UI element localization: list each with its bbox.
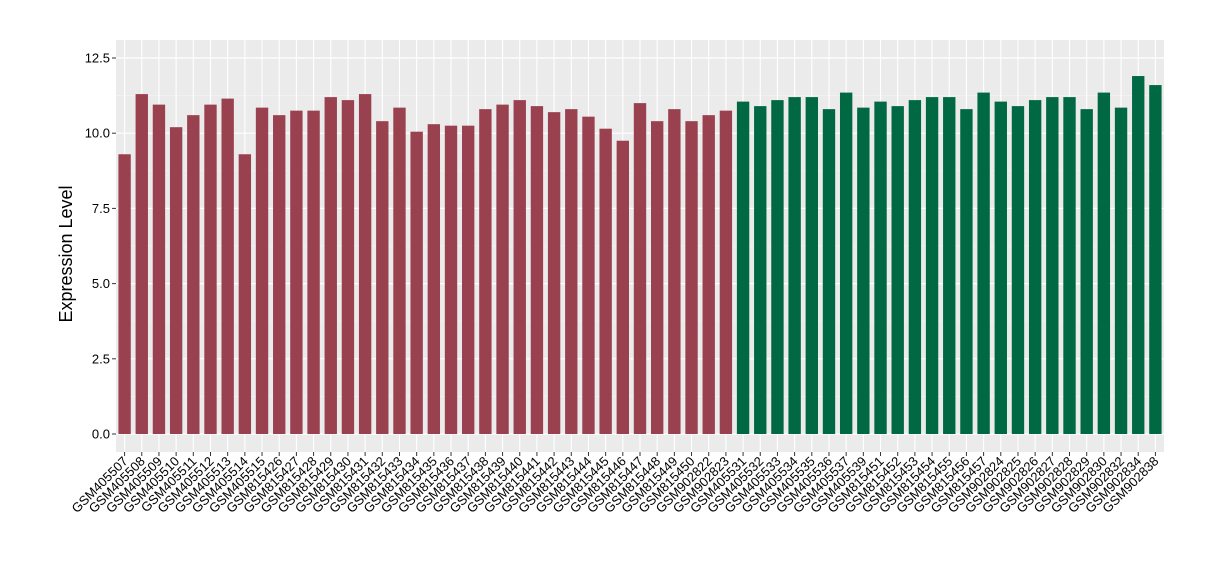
bar-GSM405509 [152, 104, 166, 435]
bar-GSM405535 [805, 97, 818, 434]
bar-GSM815429 [324, 97, 337, 434]
bar-GSM405511 [187, 115, 200, 434]
bar-GSM815432 [376, 121, 389, 434]
y-tick-label: 7.5 [92, 201, 110, 216]
bars [118, 76, 1162, 435]
bar-GSM815446 [616, 140, 630, 434]
bar-GSM815428 [307, 110, 320, 434]
bar-GSM405515 [255, 107, 269, 434]
y-tick-label: 0.0 [92, 427, 110, 442]
bar-GSM815439 [496, 104, 509, 435]
bar-GSM405514 [238, 154, 252, 435]
bar-GSM405507 [118, 154, 131, 435]
bar-GSM902824 [994, 101, 1007, 434]
bar-GSM405512 [204, 104, 217, 435]
bar-GSM815449 [668, 109, 681, 435]
bar-GSM902828 [1063, 97, 1076, 434]
bar-GSM815457 [977, 92, 990, 434]
bar-GSM405510 [169, 127, 183, 435]
bar-GSM815440 [513, 100, 526, 434]
bar-GSM815445 [599, 128, 612, 435]
x-axis: GSM405507GSM405508GSM405509GSM405510GSM4… [68, 452, 1162, 516]
bar-GSM815426 [273, 115, 286, 434]
bar-GSM815430 [341, 100, 355, 434]
bar-GSM815456 [960, 109, 973, 435]
bar-GSM815435 [427, 124, 441, 435]
bar-GSM815455 [943, 97, 956, 434]
bar-GSM815451 [874, 101, 887, 434]
bar-GSM405533 [771, 100, 784, 434]
y-tick-label: 10.0 [85, 126, 110, 141]
bar-GSM815436 [444, 125, 458, 435]
bar-GSM902830 [1097, 92, 1111, 434]
bar-GSM815438 [479, 109, 492, 435]
bar-GSM815450 [685, 121, 698, 434]
bar-GSM902832 [1114, 107, 1128, 434]
bar-GSM902829 [1080, 109, 1093, 435]
bar-GSM815448 [650, 121, 664, 434]
y-tick-label: 5.0 [92, 276, 110, 291]
y-tick-label: 2.5 [92, 351, 110, 366]
bar-GSM902827 [1046, 97, 1059, 434]
bar-GSM902822 [702, 115, 715, 434]
bar-GSM902823 [719, 110, 733, 434]
bar-GSM405534 [788, 97, 801, 434]
bar-GSM405532 [754, 106, 767, 435]
bar-GSM815441 [530, 106, 544, 435]
bar-GSM815454 [925, 97, 939, 434]
bar-GSM902825 [1011, 106, 1025, 435]
bar-GSM815452 [891, 106, 904, 435]
bar-GSM902826 [1028, 100, 1042, 434]
bar-GSM815442 [547, 112, 561, 435]
bar-GSM815443 [565, 109, 578, 435]
bar-GSM902834 [1132, 76, 1145, 434]
bar-GSM405536 [822, 109, 836, 435]
y-axis-label: Expression Level [56, 185, 76, 322]
bar-GSM405513 [221, 98, 234, 434]
bar-GSM405531 [736, 101, 750, 434]
y-axis: 0.0 2.5 5.0 7.5 10.0 12.5 [85, 51, 116, 442]
bar-GSM405508 [135, 94, 148, 434]
bar-GSM405539 [857, 107, 870, 434]
bar-GSM815437 [462, 125, 475, 435]
y-tick-label: 12.5 [85, 51, 110, 66]
bar-GSM815431 [358, 94, 372, 434]
bar-GSM815453 [908, 100, 922, 434]
bar-GSM405537 [839, 92, 853, 434]
bar-GSM815447 [633, 103, 647, 435]
bar-GSM815433 [393, 107, 406, 434]
bar-GSM815427 [290, 110, 303, 434]
bar-GSM815434 [410, 131, 423, 435]
bar-GSM815444 [582, 116, 595, 434]
bar-GSM902838 [1149, 85, 1162, 435]
